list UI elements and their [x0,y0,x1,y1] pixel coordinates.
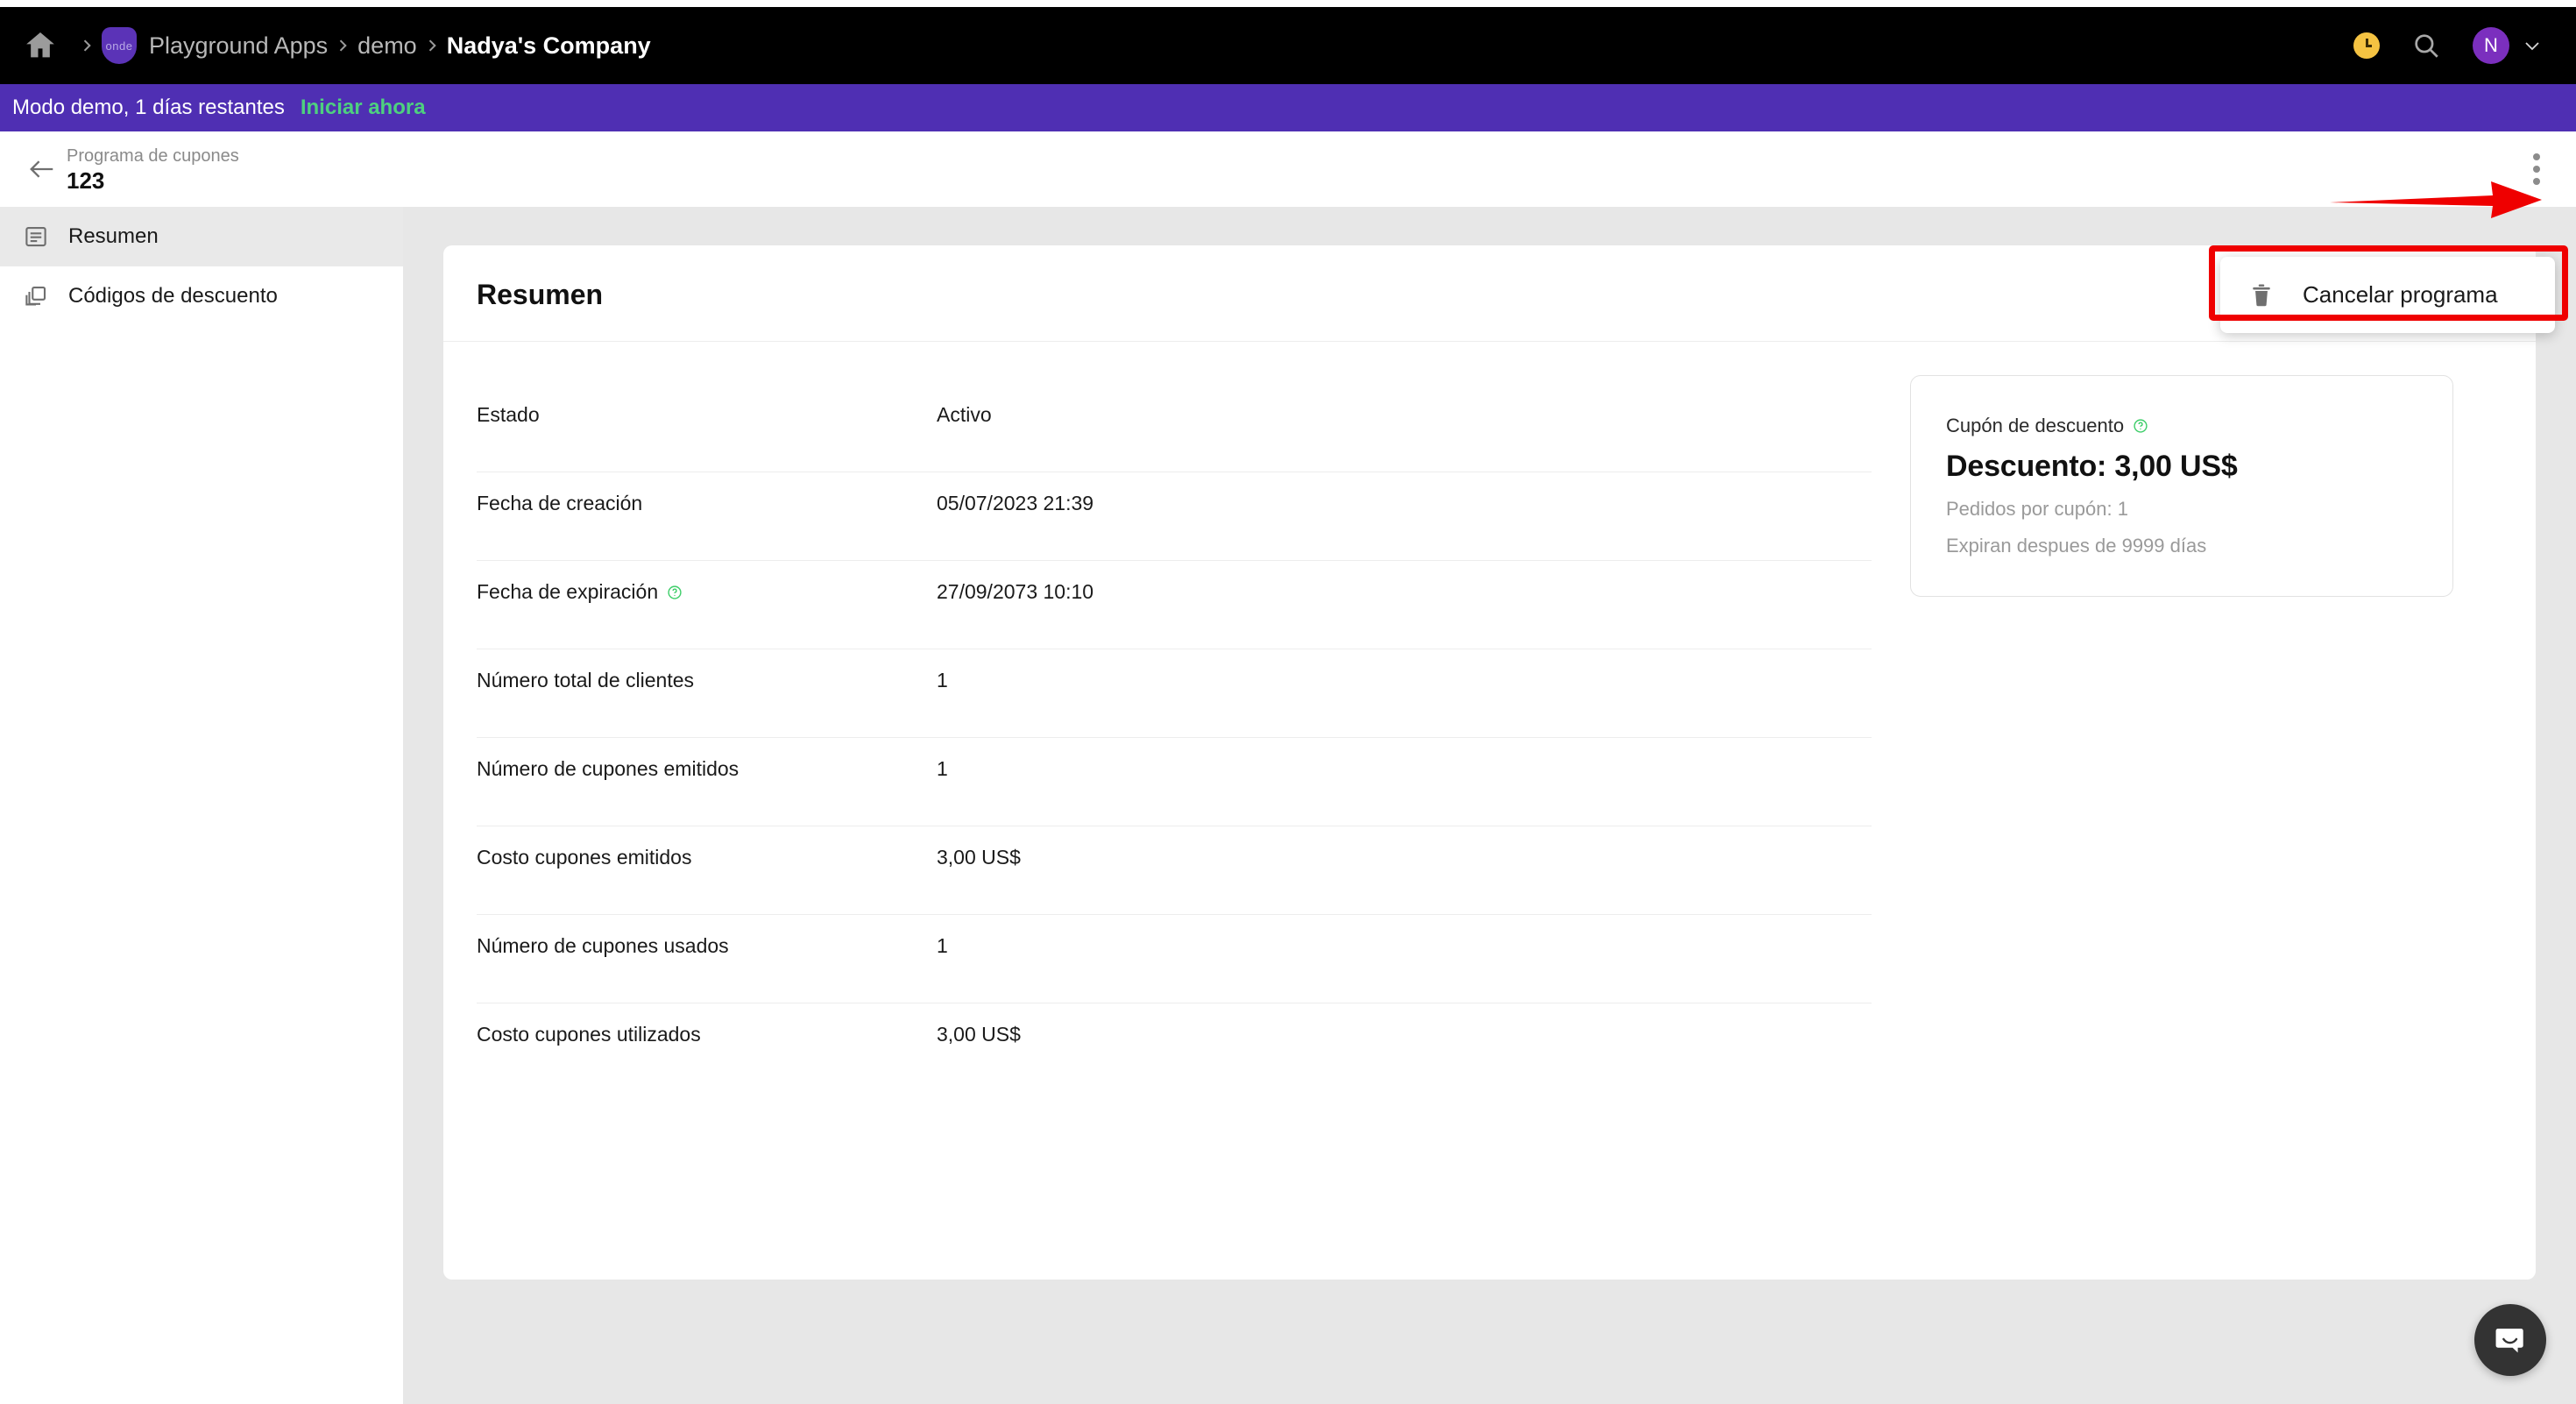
global-nav: onde Playground Apps demo Nadya's Compan… [0,7,2576,84]
row-label: Fecha de creación [477,492,937,515]
coupon-orders: Pedidos por cupón: 1 [1946,498,2128,520]
aside-column: Cupón de descuento Descuento: 3,00 US$ P… [1872,342,2453,1092]
trash-icon [2250,282,2273,308]
help-circle-icon[interactable] [667,585,683,600]
card-title: Resumen [477,279,604,310]
row-label: Número de cupones usados [477,934,937,958]
breadcrumb-separator-icon [328,34,357,57]
help-circle-icon[interactable] [2133,418,2148,434]
row-value: 1 [937,669,948,691]
kebab-dot [2533,153,2540,160]
row-value: 1 [937,934,948,957]
demo-banner-cta-link[interactable]: Iniciar ahora [300,96,426,119]
program-actions-dropdown: Cancelar programa [2220,257,2555,333]
breadcrumb-playground-apps[interactable]: Playground Apps [149,32,329,59]
table-row: Costo cupones emitidos 3,00 US$ [477,826,1872,915]
row-label-text: Costo cupones emitidos [477,846,692,869]
demo-banner-text: Modo demo, 1 días restantes [12,96,285,119]
table-row: Número total de clientes 1 [477,649,1872,738]
card-inner: Estado Activo Fecha de creación 05/07/20… [443,342,2536,1092]
row-value: Activo [937,403,992,426]
breadcrumb-separator-icon [417,34,447,57]
chat-bubble-icon [2492,1322,2529,1358]
card-divider [443,341,2536,342]
search-icon[interactable] [2411,31,2441,60]
row-label: Costo cupones emitidos [477,846,937,869]
table-row: Número de cupones usados 1 [477,915,1872,1003]
row-label-text: Costo cupones utilizados [477,1023,701,1046]
chevron-down-icon[interactable] [2522,35,2543,56]
clock-icon[interactable] [2353,32,2380,59]
discount-coupon-card: Cupón de descuento Descuento: 3,00 US$ P… [1910,375,2453,597]
row-label: Número total de clientes [477,669,937,692]
page-eyebrow: Programa de cupones [67,146,239,166]
coupon-amount: Descuento: 3,00 US$ [1946,450,2238,483]
row-value: 05/07/2023 21:39 [937,492,1094,514]
coupon-card-label-text: Cupón de descuento [1946,415,2125,436]
brand-logo-text: onde [105,39,133,53]
row-label-text: Fecha de creación [477,492,643,514]
row-label: Fecha de expiración [477,580,937,604]
sidebar-item-codigos-de-descuento[interactable]: Códigos de descuento [0,266,403,326]
brand-logo-icon[interactable]: onde [102,27,137,64]
cancel-program-menu-item[interactable]: Cancelar programa [2220,273,2555,317]
avatar[interactable]: N [2473,27,2509,64]
breadcrumb-separator-icon [72,34,102,57]
page-header-titles: Programa de cupones 123 [67,145,239,194]
row-label-text: Número de cupones usados [477,934,729,957]
sidebar: Resumen Códigos de descuento [0,207,403,1404]
row-label: Costo cupones utilizados [477,1023,937,1046]
page-title: 123 [67,167,105,194]
document-lines-icon [23,223,49,250]
row-label: Número de cupones emitidos [477,757,937,781]
nav-right-actions: N [2353,27,2543,64]
kebab-dot [2533,178,2540,185]
row-value: 3,00 US$ [937,1023,1021,1046]
row-value: 27/09/2073 10:10 [937,580,1094,603]
table-row: Fecha de expiración 27/09/2073 10:10 [477,561,1872,649]
row-label-text: Número total de clientes [477,669,695,691]
row-value: 1 [937,757,948,780]
row-label-text: Número de cupones emitidos [477,757,740,780]
coupon-expiry: Expiran despues de 9999 días [1946,535,2207,557]
main-content-area: Resumen Estado Activo Fecha de creación … [403,207,2576,1404]
cancel-program-label: Cancelar programa [2303,281,2498,308]
row-label: Estado [477,403,937,427]
table-row: Fecha de creación 05/07/2023 21:39 [477,472,1872,561]
summary-table: Estado Activo Fecha de creación 05/07/20… [443,342,1872,1092]
kebab-dot [2533,166,2540,173]
table-row: Costo cupones utilizados 3,00 US$ [477,1003,1872,1092]
chat-launcher-button[interactable] [2474,1304,2546,1376]
row-value: 3,00 US$ [937,846,1021,869]
breadcrumb-current-company: Nadya's Company [446,32,651,59]
table-row: Número de cupones emitidos 1 [477,738,1872,826]
sidebar-item-resumen[interactable]: Resumen [0,207,403,266]
more-vertical-icon[interactable] [2530,153,2543,185]
home-icon[interactable] [23,28,58,63]
row-label-text: Fecha de expiración [477,580,659,603]
account-menu[interactable]: N [2473,27,2543,64]
back-button[interactable] [18,156,67,182]
sidebar-item-label: Códigos de descuento [68,284,278,308]
body-wrap: Resumen Códigos de descuento Resumen [0,207,2576,1404]
table-row: Estado Activo [477,384,1872,472]
top-sliver [0,0,2576,7]
demo-mode-banner: Modo demo, 1 días restantes Iniciar ahor… [0,84,2576,131]
summary-card: Resumen Estado Activo Fecha de creación … [443,245,2536,1280]
row-label-text: Estado [477,403,540,426]
copy-stack-icon [23,283,49,309]
page-header: Programa de cupones 123 [0,131,2576,207]
coupon-card-label: Cupón de descuento [1946,415,2417,437]
sidebar-item-label: Resumen [68,224,159,248]
breadcrumb-demo[interactable]: demo [357,32,417,59]
